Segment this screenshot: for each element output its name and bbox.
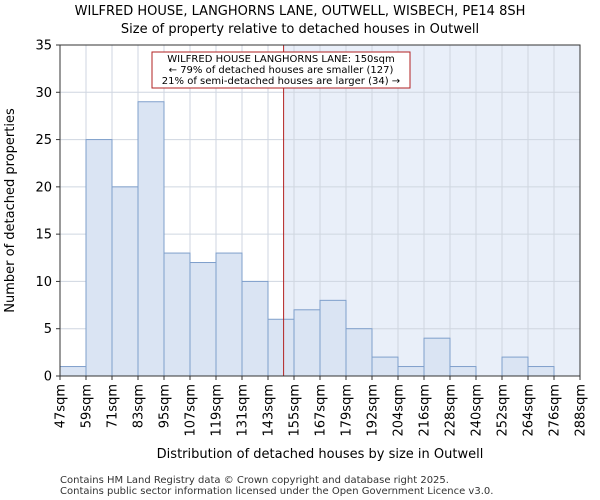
bar <box>267 318 295 377</box>
x-tick-label: 252sqm <box>496 384 511 437</box>
chart-subtitle: Size of property relative to detached ho… <box>121 22 479 37</box>
footer-line-2: Contains public sector information licen… <box>60 486 493 497</box>
annotation-line-1: WILFRED HOUSE LANGHORNS LANE: 150sqm <box>167 54 394 65</box>
x-tick-label: 204sqm <box>392 384 407 437</box>
x-tick-label: 288sqm <box>574 384 589 437</box>
y-tick-label: 15 <box>35 228 52 243</box>
x-tick-label: 240sqm <box>470 384 485 437</box>
bar <box>423 337 451 377</box>
y-axis: 0 5 10 15 20 25 30 35 <box>35 39 60 385</box>
x-tick-label: 264sqm <box>522 384 537 437</box>
x-tick-label: 192sqm <box>366 384 381 437</box>
x-tick-label: 107sqm <box>184 384 199 437</box>
x-tick-label: 276sqm <box>548 384 563 437</box>
x-tick-label: 71sqm <box>106 384 121 428</box>
x-tick-label: 216sqm <box>418 384 433 437</box>
y-tick-label: 35 <box>35 39 52 54</box>
x-axis-label: Distribution of detached houses by size … <box>157 447 484 462</box>
footer-line-1: Contains HM Land Registry data © Crown c… <box>60 475 449 486</box>
y-tick-label: 5 <box>44 322 52 337</box>
x-axis: 47sqm 59sqm 71sqm 83sqm 95sqm 107sqm 119sqm 131… <box>54 376 589 437</box>
bar <box>215 252 243 377</box>
bar <box>501 356 529 377</box>
bar <box>371 356 399 377</box>
x-tick-label: 167sqm <box>314 384 329 437</box>
bar <box>137 101 165 377</box>
y-axis-label: Number of detached properties <box>3 108 18 313</box>
x-tick-label: 119sqm <box>210 384 225 437</box>
bar <box>163 252 191 377</box>
x-tick-label: 131sqm <box>236 384 251 437</box>
bar <box>449 366 477 377</box>
y-tick-label: 30 <box>35 86 52 101</box>
y-tick-label: 20 <box>35 180 52 195</box>
y-tick-label: 10 <box>35 275 52 290</box>
x-tick-label: 95sqm <box>158 384 173 428</box>
x-tick-label: 228sqm <box>444 384 459 437</box>
bar <box>397 366 425 377</box>
bar <box>189 262 217 377</box>
annotation-line-3: 21% of semi-detached houses are larger (… <box>162 76 400 87</box>
bar <box>527 366 555 377</box>
bar <box>111 186 139 377</box>
bar <box>241 280 269 377</box>
bar <box>345 328 373 377</box>
bar <box>293 309 321 377</box>
x-tick-label: 179sqm <box>340 384 355 437</box>
bar <box>59 366 87 377</box>
x-tick-label: 83sqm <box>132 384 147 428</box>
y-tick-label: 25 <box>35 133 52 148</box>
x-tick-label: 143sqm <box>262 384 277 437</box>
bar <box>85 139 113 377</box>
annotation-line-2: ← 79% of detached houses are smaller (12… <box>169 65 394 76</box>
x-tick-label: 155sqm <box>288 384 303 437</box>
bar <box>319 299 347 377</box>
annotation-box <box>151 51 411 89</box>
x-tick-label: 59sqm <box>80 384 95 428</box>
chart-title: WILFRED HOUSE, LANGHORNS LANE, OUTWELL, … <box>75 4 526 19</box>
y-tick-label: 0 <box>44 370 52 385</box>
x-tick-label: 47sqm <box>54 384 69 428</box>
